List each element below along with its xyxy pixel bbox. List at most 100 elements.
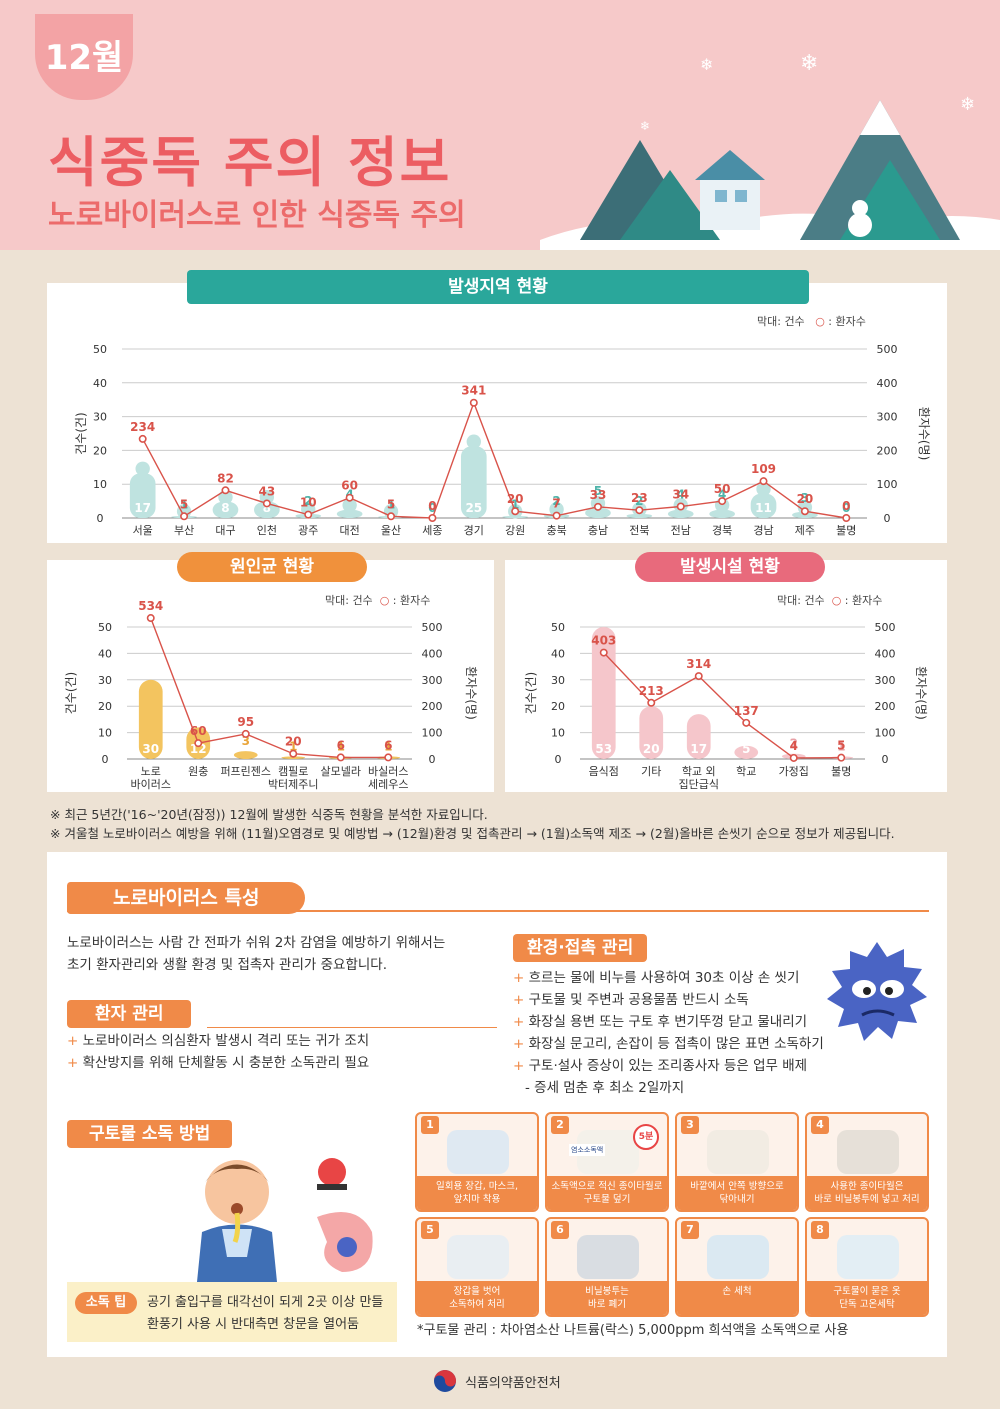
step-timer-label: 5분 — [633, 1124, 659, 1150]
patient-point — [599, 648, 608, 657]
svg-text:❄: ❄ — [700, 55, 713, 74]
facility-chart-title: 발생시설 현황 — [635, 552, 825, 582]
bar-value-label: 3 — [801, 491, 809, 505]
winter-scene-illustration: ❄ ❄ ❄ ❄ — [540, 51, 1000, 250]
y-tick-right: 500 — [422, 621, 443, 634]
bar — [667, 509, 694, 518]
legend-line-marker: ○ — [815, 315, 825, 328]
patient-value-label: 314 — [686, 657, 711, 671]
y-axis-label-right: 환자수(명) — [914, 666, 928, 720]
x-tick-label: 원충 — [188, 765, 208, 778]
y-tick-right: 500 — [875, 621, 896, 634]
patient-point — [304, 510, 313, 519]
x-tick-label: 경기 — [464, 524, 484, 537]
step-caption: 손 세척 — [677, 1281, 797, 1315]
tip-line-1: 공기 출입구를 대각선이 되게 2곳 이상 만들 — [147, 1295, 384, 1310]
step-card: 5 장갑을 벗어 소독하여 처리 — [415, 1217, 539, 1317]
y-tick-left: 20 — [551, 700, 565, 713]
bar-value-label: 8 — [221, 501, 229, 515]
env-item-2: + 구토물 및 주변과 공용물품 반드시 소독 — [513, 992, 749, 1008]
page-title: 식중독 주의 정보 — [48, 131, 452, 194]
patient-title: 환자 관리 — [67, 1000, 192, 1028]
environment-title: 환경·접촉 관리 — [513, 934, 648, 962]
bar — [233, 751, 258, 759]
x-tick-label: 집단급식 — [679, 778, 719, 791]
patient-point — [552, 511, 561, 520]
patient-point — [241, 729, 250, 738]
patient-value-label: 109 — [751, 462, 776, 476]
patient-point — [647, 698, 656, 707]
bar-value-label: 1 — [387, 498, 395, 512]
y-tick-right: 300 — [877, 411, 898, 424]
patient-value-label: 23 — [631, 491, 648, 505]
bar — [212, 501, 239, 518]
patient-value-label: 60 — [341, 479, 358, 493]
bar-value-label: 2 — [552, 494, 560, 508]
y-tick-left: 10 — [93, 478, 107, 491]
patient-value-label: 534 — [138, 599, 163, 613]
patient-point — [384, 753, 393, 762]
sick-child-illustration — [197, 1158, 373, 1282]
x-tick-label: 경북 — [712, 524, 732, 537]
x-tick-label: 학교 외 — [682, 765, 716, 778]
step-card: 2 소독액으로 적신 종이타월로 구토물 덮기 5분 염소소독액 — [545, 1112, 669, 1212]
patient-point — [138, 434, 147, 443]
step-illustration — [837, 1130, 899, 1174]
bar — [138, 679, 163, 759]
bar-value-label: 5 — [742, 742, 750, 756]
patient-point — [789, 753, 798, 762]
patient-point — [180, 512, 189, 521]
svg-text:❄: ❄ — [640, 119, 650, 133]
step-card: 7 손 세척 — [675, 1217, 799, 1317]
characteristics-title: 노로바이러스 특성 — [67, 882, 306, 914]
y-axis-label-right: 환자수(명) — [917, 407, 931, 461]
bar-value-label: 5 — [594, 484, 602, 498]
env-item-1: + 흐르는 물에 비누를 사용하여 30초 이상 손 씻기 — [513, 970, 800, 986]
patient-line — [150, 617, 389, 759]
header-banner: 12월 식중독 주의 정보 노로바이러스로 인한 식중독 주의 ❄ ❄ ❄ ❄ — [0, 0, 1000, 250]
patient-point — [742, 718, 751, 727]
patient-point — [837, 753, 846, 762]
note-2: ※ 겨울철 노로바이러스 예방을 위해 (11월)오염경로 및 예방법 → (1… — [50, 826, 895, 841]
y-tick-right: 0 — [882, 753, 889, 766]
patient-value-label: 137 — [734, 704, 759, 718]
step-number: 1 — [421, 1116, 439, 1134]
step-card: 1 일회용 장갑, 마스크, 앞치마 착용 — [415, 1112, 539, 1212]
step-illustration — [707, 1130, 769, 1174]
bar-value-label: 53 — [595, 742, 612, 756]
patient-point — [387, 512, 396, 521]
pathogen-chart-panel: 원인균 현황 막대: 건수 ○ : 환자수 0 10 20 30 40 50 0 100 200… — [47, 552, 494, 792]
bar — [734, 745, 759, 759]
bar-value-label: 3 — [242, 734, 250, 748]
y-tick-left: 30 — [98, 674, 112, 687]
footnote: *구토물 관리 : 차아염소산 나트륨(락스) 5,000ppm 희석액을 소독… — [417, 1323, 849, 1338]
y-axis-label-left: 건수(건) — [524, 672, 538, 714]
x-tick-label: 박터제주니 — [268, 778, 319, 791]
patient-value-label: 20 — [285, 735, 302, 749]
patient-value-label: 7 — [552, 497, 560, 511]
x-tick-label: 가정집 — [779, 765, 809, 778]
patient-value-label: 50 — [714, 482, 731, 496]
y-tick-left: 50 — [93, 343, 107, 356]
y-tick-left: 40 — [551, 647, 565, 660]
bar-value-label: 8 — [263, 501, 271, 515]
x-tick-label: 전북 — [629, 524, 649, 537]
patient-point — [336, 753, 345, 762]
intro-line-2: 초기 환자관리와 생활 환경 및 접촉자 관리가 중요합니다. — [67, 957, 387, 973]
bar — [460, 446, 487, 518]
step-number: 7 — [681, 1221, 699, 1239]
patient-point — [694, 672, 703, 681]
legend-line: 환자수 — [835, 315, 866, 328]
y-tick-left: 30 — [551, 674, 565, 687]
legend-bar: 막대: 건수 — [325, 594, 373, 607]
legend-line-marker: ○ — [379, 594, 390, 607]
step-bottle-label: 염소소독액 — [569, 1144, 606, 1156]
patient-point — [511, 507, 520, 516]
x-tick-label: 경남 — [753, 524, 773, 537]
patient-value-label: 5 — [180, 497, 188, 511]
bar-head — [466, 434, 481, 449]
patient-value-label: 20 — [507, 492, 524, 506]
svg-text:❄: ❄ — [800, 51, 818, 76]
